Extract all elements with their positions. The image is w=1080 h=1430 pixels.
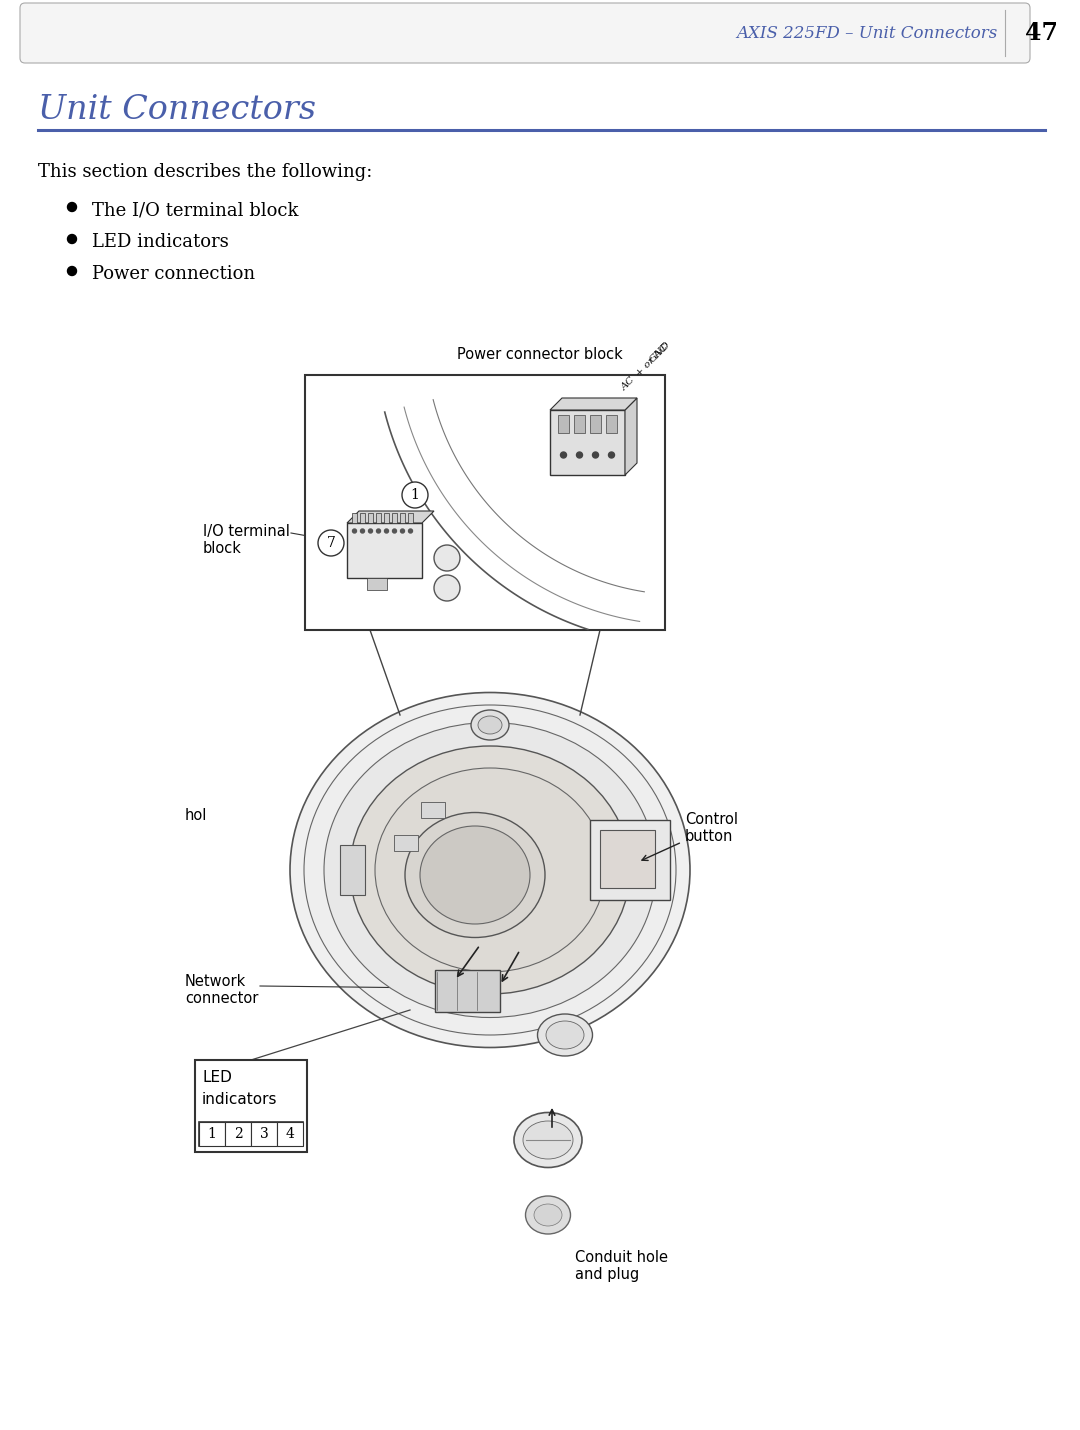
Bar	[421, 802, 445, 818]
Text: Control
button: Control button	[685, 812, 738, 844]
Text: 7: 7	[326, 536, 336, 551]
Ellipse shape	[471, 711, 509, 739]
Text: 3: 3	[259, 1127, 268, 1141]
Bar	[195, 1060, 307, 1153]
Bar	[352, 513, 357, 523]
Circle shape	[368, 529, 373, 533]
Bar	[400, 513, 405, 523]
Ellipse shape	[405, 812, 545, 938]
Circle shape	[384, 529, 389, 533]
Bar	[360, 513, 365, 523]
Text: Power connection: Power connection	[92, 265, 255, 283]
Bar	[368, 513, 373, 523]
Bar	[606, 415, 617, 433]
Ellipse shape	[303, 705, 676, 1035]
Bar	[347, 523, 422, 578]
Circle shape	[401, 529, 405, 533]
Ellipse shape	[538, 1014, 593, 1055]
Circle shape	[67, 203, 77, 212]
Circle shape	[392, 529, 396, 533]
Circle shape	[361, 529, 365, 533]
Text: 47: 47	[1026, 21, 1058, 44]
Ellipse shape	[546, 1021, 584, 1050]
Ellipse shape	[350, 746, 630, 994]
Text: Unit Connectors: Unit Connectors	[38, 94, 316, 126]
Text: This section describes the following:: This section describes the following:	[38, 163, 373, 182]
Text: The I/O terminal block: The I/O terminal block	[92, 202, 298, 219]
Ellipse shape	[526, 1195, 570, 1234]
Text: LED: LED	[202, 1070, 232, 1085]
Bar	[558, 415, 569, 433]
Circle shape	[318, 531, 345, 556]
FancyBboxPatch shape	[21, 3, 1030, 63]
Bar	[340, 845, 365, 895]
Text: hol: hol	[185, 808, 207, 822]
Bar	[392, 513, 397, 523]
Ellipse shape	[420, 827, 530, 924]
Ellipse shape	[514, 1113, 582, 1167]
Bar	[199, 1123, 225, 1145]
Circle shape	[434, 545, 460, 571]
Ellipse shape	[291, 849, 690, 909]
Circle shape	[408, 529, 413, 533]
Text: 2: 2	[233, 1127, 242, 1141]
Bar	[408, 513, 413, 523]
Bar	[590, 819, 670, 899]
Bar	[573, 415, 585, 433]
Text: LED indicators: LED indicators	[92, 233, 229, 252]
Circle shape	[402, 482, 428, 508]
Circle shape	[434, 575, 460, 601]
Ellipse shape	[523, 1121, 573, 1158]
Bar	[305, 375, 665, 631]
Circle shape	[67, 235, 77, 243]
Polygon shape	[347, 511, 434, 523]
Circle shape	[377, 529, 380, 533]
Text: I/O terminal
block: I/O terminal block	[203, 523, 291, 556]
Text: 1: 1	[207, 1127, 216, 1141]
Bar	[251, 1123, 276, 1145]
Bar	[384, 513, 389, 523]
Text: 1: 1	[410, 488, 419, 502]
Text: Power connector block: Power connector block	[457, 347, 623, 362]
Text: + or AC: + or AC	[634, 342, 670, 378]
Bar	[590, 415, 600, 433]
Bar	[276, 1123, 303, 1145]
Circle shape	[593, 452, 598, 458]
Circle shape	[608, 452, 615, 458]
Circle shape	[67, 266, 77, 276]
Circle shape	[352, 529, 356, 533]
Bar	[225, 1123, 251, 1145]
Circle shape	[561, 452, 567, 458]
Text: GND: GND	[648, 339, 673, 365]
Text: AXIS 225FD – Unit Connectors: AXIS 225FD – Unit Connectors	[737, 24, 998, 41]
Ellipse shape	[291, 692, 690, 1048]
Text: Conduit hole
and plug: Conduit hole and plug	[575, 1250, 669, 1283]
Bar	[376, 513, 381, 523]
Ellipse shape	[478, 716, 502, 734]
Text: Network
connector: Network connector	[185, 974, 258, 1007]
Polygon shape	[625, 398, 637, 475]
Polygon shape	[550, 398, 637, 410]
Ellipse shape	[375, 768, 605, 972]
Bar	[600, 829, 654, 888]
Bar	[550, 410, 625, 475]
Text: AC: AC	[620, 375, 637, 392]
Ellipse shape	[534, 1204, 562, 1226]
Bar	[199, 1123, 303, 1145]
Text: indicators: indicators	[202, 1093, 278, 1107]
Bar	[394, 835, 418, 851]
Text: 4: 4	[285, 1127, 295, 1141]
Circle shape	[577, 452, 582, 458]
Bar	[435, 970, 500, 1012]
Ellipse shape	[324, 722, 656, 1018]
Bar	[367, 578, 387, 591]
